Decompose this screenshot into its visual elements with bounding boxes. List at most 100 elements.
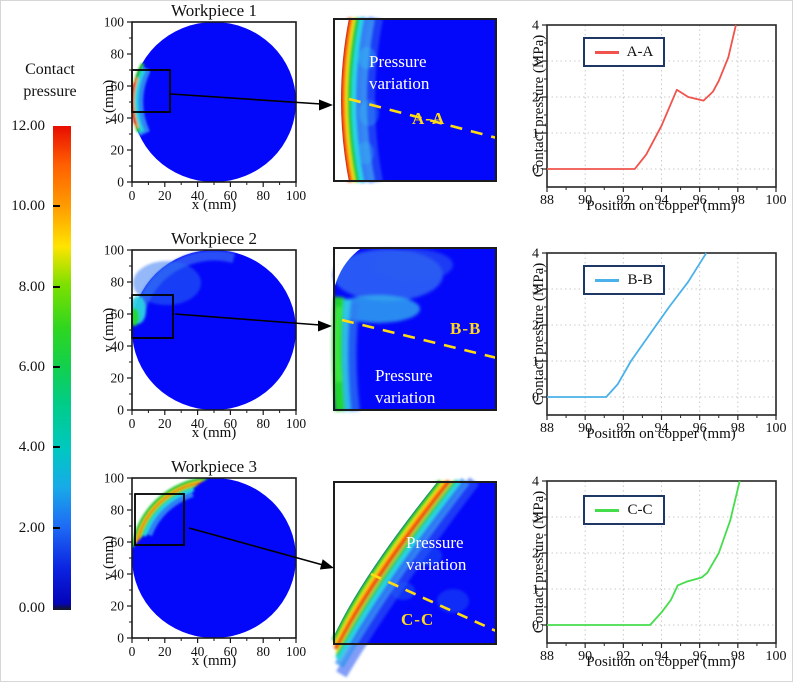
colorbar-tick-mark (53, 205, 60, 208)
x-tick-label: 80 (256, 188, 270, 203)
workpiece-2-contour-plot: 0 20 40 60 80 100 0 20 40 60 80 100 (104, 243, 307, 432)
section-label-c-c: C-C (401, 610, 435, 629)
y-tick-label: 0 (117, 175, 124, 190)
x-tick-label: 40 (191, 644, 205, 659)
y-tick-label: 2 (532, 547, 539, 562)
inset-a (333, 16, 498, 184)
colorbar-tick-label: 12.00 (11, 118, 45, 134)
pressure-band (132, 478, 208, 548)
section-label-a-a: A-A (412, 109, 446, 128)
y-tick-label: 3 (532, 55, 539, 70)
colorbar-tick-label: 10.00 (11, 198, 45, 215)
x-tick-label: 60 (224, 416, 238, 431)
workpiece-1-contour-plot: 0 20 40 60 80 100 0 20 40 60 80 100 (104, 15, 307, 204)
workpiece-1-disc (132, 22, 296, 182)
legend-line-sample (595, 278, 620, 282)
zoom-region-box (134, 493, 185, 546)
y-tick-label: 80 (111, 275, 125, 290)
x-tick-label: 92 (616, 649, 630, 664)
x-tick-label: 88 (540, 421, 554, 436)
y-tick-label: 4 (532, 247, 539, 262)
pressure-band (132, 62, 151, 136)
inset-c-bands (331, 477, 480, 678)
contour-3-graphics (132, 478, 296, 638)
x-tick-label: 100 (766, 421, 787, 436)
colorbar-tick-label: 4.00 (18, 439, 45, 456)
x-tick-label: 98 (731, 193, 745, 208)
x-tick-label: 94 (655, 193, 669, 208)
colorbar-tick-label: 2.00 (18, 519, 45, 536)
x-tick-label: 94 (655, 421, 669, 436)
x-tick-label: 20 (158, 188, 172, 203)
y-tick-label: 100 (104, 243, 125, 258)
y-tick-label: 0 (532, 391, 539, 406)
legend-label: C-C (627, 501, 653, 518)
chart-3-ylabel: Contact pressure (MPa) (531, 490, 547, 634)
y-tick-label: 60 (111, 535, 125, 550)
x-tick-label: 60 (224, 644, 238, 659)
x-tick-label: 98 (731, 421, 745, 436)
y-tick-label: 0 (117, 631, 124, 646)
y-tick-label: 1 (532, 583, 539, 598)
inset-a-border (333, 18, 497, 182)
y-tick-label: 80 (111, 503, 125, 518)
y-tick-label: 2 (532, 91, 539, 106)
workpiece-2-xlabel: x (mm) (191, 425, 237, 441)
legend-label: A-A (626, 43, 654, 60)
colorbar-title-line1: Contact (25, 61, 75, 78)
x-tick-label: 96 (693, 193, 707, 208)
y-tick-label: 40 (111, 111, 125, 126)
inset-b-bands (332, 249, 453, 412)
x-tick-label: 20 (158, 416, 172, 431)
y-tick-label: 40 (111, 339, 125, 354)
x-tick-label: 88 (540, 649, 554, 664)
x-tick-label: 100 (286, 188, 307, 203)
x-tick-label: 0 (129, 188, 136, 203)
legend-line-sample (594, 50, 619, 54)
y-tick-label: 3 (532, 511, 539, 526)
chart-1-legend: A-A (583, 37, 665, 67)
chart-a-a: 88 90 92 94 96 98 100 0 1 2 3 4 (532, 19, 787, 209)
y-tick-label: 60 (111, 79, 125, 94)
series-line-A-A (547, 24, 737, 170)
annotation-line2: variation (375, 388, 436, 407)
x-tick-label: 88 (540, 193, 554, 208)
inset-c-annotation: Pressure variation (406, 532, 466, 576)
section-line-b-b (341, 318, 498, 360)
chart-1-xlabel: Position on copper (mm) (586, 198, 736, 214)
workpiece-2-ylabel: y (mm) (101, 307, 117, 353)
inset-c (331, 477, 497, 678)
x-tick-label: 0 (129, 644, 136, 659)
annotation-line2: variation (369, 74, 430, 93)
series-line-C-C (547, 480, 741, 626)
y-tick-label: 100 (104, 15, 125, 30)
chart-2-xlabel: Position on copper (mm) (586, 426, 736, 442)
x-tick-label: 92 (616, 421, 630, 436)
x-tick-label: 100 (286, 644, 307, 659)
y-tick-label: 20 (111, 599, 125, 614)
x-tick-label: 0 (129, 416, 136, 431)
colorbar-title-line2: pressure (23, 83, 77, 100)
y-tick-label: 0 (117, 403, 124, 418)
y-tick-label: 20 (111, 371, 125, 386)
y-tick-label: 80 (111, 47, 125, 62)
inset-a-annotation: Pressure variation (369, 51, 429, 95)
pressure-band (132, 250, 236, 326)
contour-1-graphics (132, 22, 296, 182)
colorbar-title: Contact pressure (3, 59, 97, 103)
x-tick-label: 90 (578, 421, 592, 436)
x-tick-label: 96 (693, 421, 707, 436)
chart-1-ylabel: Contact pressure (MPa) (531, 34, 547, 178)
arrow-3-head (319, 559, 334, 570)
inset-c-border (333, 481, 497, 645)
y-tick-label: 4 (532, 475, 539, 490)
section-line-c-c (370, 572, 497, 633)
y-tick-label: 4 (532, 19, 539, 34)
x-tick-label: 80 (256, 644, 270, 659)
section-line-a-a (348, 97, 498, 140)
colorbar-tick-label: 0.00 (18, 600, 45, 616)
workpiece-1-ylabel: y (mm) (101, 79, 117, 125)
inset-b-annotation: Pressure variation (375, 365, 435, 409)
x-tick-label: 80 (256, 416, 270, 431)
